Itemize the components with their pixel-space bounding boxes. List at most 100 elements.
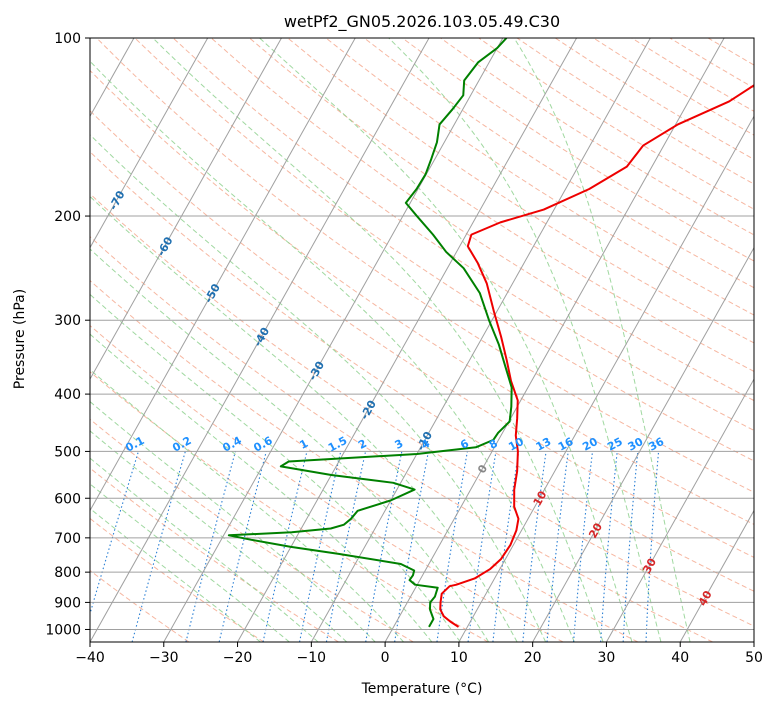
- x-tick-label: 20: [524, 650, 542, 666]
- moist-adiabat: [90, 293, 461, 642]
- isotherm-label: -80: [58, 144, 79, 168]
- x-axis-label: Temperature (°C): [361, 681, 483, 697]
- mixing-ratio-label: 20: [580, 435, 600, 454]
- y-tick-label: 100: [54, 31, 81, 47]
- dry-adiabat: [90, 193, 754, 627]
- isotherm-label: -60: [155, 234, 176, 258]
- isotherm-label-text: -60: [155, 234, 176, 258]
- grid-layer: [90, 38, 754, 642]
- isotherm: [310, 38, 651, 642]
- dry-adiabat: [90, 110, 754, 558]
- dry-adiabat: [631, 38, 754, 112]
- mixing-ratio-line: [262, 451, 308, 642]
- mixing-ratio-line: [522, 451, 547, 642]
- plot-frame: [89, 37, 755, 643]
- y-tick-label: 900: [54, 595, 81, 611]
- temperature-line: [439, 84, 754, 628]
- isotherm: [90, 38, 282, 381]
- x-tick-label: 50: [745, 650, 763, 666]
- dry-adiabat: [210, 38, 754, 402]
- isotherm: [90, 38, 209, 249]
- x-tick-label: 40: [671, 650, 689, 666]
- mixing-ratio-line: [572, 451, 594, 642]
- isotherm: [753, 640, 754, 642]
- isotherm: [679, 509, 754, 642]
- moist-adiabat: [259, 38, 633, 642]
- y-tick-label: 400: [54, 387, 81, 403]
- moist-adiabat: [90, 457, 319, 642]
- isotherm: [384, 38, 725, 642]
- mixing-ratio-label: 13: [534, 435, 554, 454]
- mixing-ratio-line: [394, 451, 430, 642]
- dry-adiabat: [90, 517, 265, 642]
- mixing-ratio-label: 10: [506, 435, 526, 454]
- line-label-layer: -100-90-80-70-60-50-40-30-20-10010203040…: [12, 93, 715, 608]
- dry-adiabat: [669, 38, 754, 89]
- dry-adiabat: [172, 38, 754, 431]
- dry-adiabat: [249, 38, 754, 372]
- moist-adiabat: [513, 38, 691, 642]
- isotherm-label-text: -90: [12, 93, 33, 117]
- y-tick-label: 200: [54, 209, 81, 225]
- y-tick-label: 500: [54, 444, 81, 460]
- dry-adiabat: [90, 418, 414, 642]
- isotherm-label: -70: [107, 188, 128, 212]
- isotherm: [163, 38, 504, 642]
- isotherm-label: -40: [251, 325, 272, 349]
- moist-adiabat: [90, 333, 433, 642]
- isotherm-label: -20: [358, 398, 379, 422]
- axis-layer: −40 −30 −20 −10 0 10 20 30 40 5010020030040050060…: [45, 31, 763, 666]
- moist-adiabat: [90, 507, 261, 642]
- isotherm-label-text: -70: [107, 188, 128, 212]
- series-layer: [227, 38, 754, 628]
- x-tick-label: −10: [297, 650, 327, 666]
- isotherm-label: -90: [12, 93, 33, 117]
- mixing-ratio-label: 16: [556, 435, 576, 454]
- isotherm-label: -30: [306, 359, 327, 383]
- isotherm: [532, 246, 754, 642]
- mixing-ratio-line: [90, 451, 139, 616]
- mixing-ratio-label: 8: [487, 437, 500, 452]
- y-axis-label: Pressure (hPa): [12, 289, 28, 389]
- dry-adiabat: [593, 38, 754, 136]
- isotherm: [90, 38, 356, 512]
- isotherm-label: 0: [475, 462, 490, 475]
- moist-adiabat: [152, 38, 604, 642]
- isotherm: [90, 38, 430, 642]
- dry-adiabat: [90, 235, 713, 642]
- moist-adiabat: [90, 483, 290, 642]
- mixing-ratio-line: [218, 451, 267, 642]
- x-tick-label: 10: [450, 650, 468, 666]
- mixing-ratio-line: [546, 451, 569, 642]
- x-tick-label: 0: [381, 650, 390, 666]
- x-tick-label: −30: [149, 650, 179, 666]
- moist-adiabat: [90, 248, 490, 642]
- moist-adiabat: [90, 430, 348, 642]
- x-tick-label: −40: [75, 650, 105, 666]
- isotherm-label: 30: [640, 556, 659, 576]
- moist-adiabat: [90, 400, 376, 642]
- dry-adiabat: [90, 279, 639, 642]
- dry-adiabat: [96, 38, 754, 493]
- dry-adiabat: [90, 467, 339, 642]
- isotherm-label-text: 30: [640, 556, 659, 576]
- moist-adiabat: [90, 195, 518, 642]
- mixing-ratio-line: [467, 451, 497, 642]
- dry-adiabat: [90, 371, 489, 642]
- chart-title: wetPf2_GN05.2026.103.05.49.C30: [284, 12, 560, 32]
- moist-adiabat: [90, 368, 404, 642]
- dewpoint-line: [227, 38, 513, 628]
- mixing-ratio-label: 3: [393, 437, 406, 452]
- moist-adiabat: [388, 38, 662, 642]
- dry-adiabat: [516, 38, 754, 185]
- y-tick-label: 800: [54, 565, 81, 581]
- isotherm-label-text: -50: [202, 281, 223, 305]
- x-tick-label: 30: [598, 650, 616, 666]
- mixing-ratio-label: 30: [626, 435, 646, 454]
- y-tick-label: 300: [54, 313, 81, 329]
- y-tick-label: 700: [54, 531, 81, 547]
- isotherm-label-text: 0: [475, 462, 490, 475]
- mixing-ratio-line: [131, 451, 186, 642]
- isotherm: [606, 378, 754, 642]
